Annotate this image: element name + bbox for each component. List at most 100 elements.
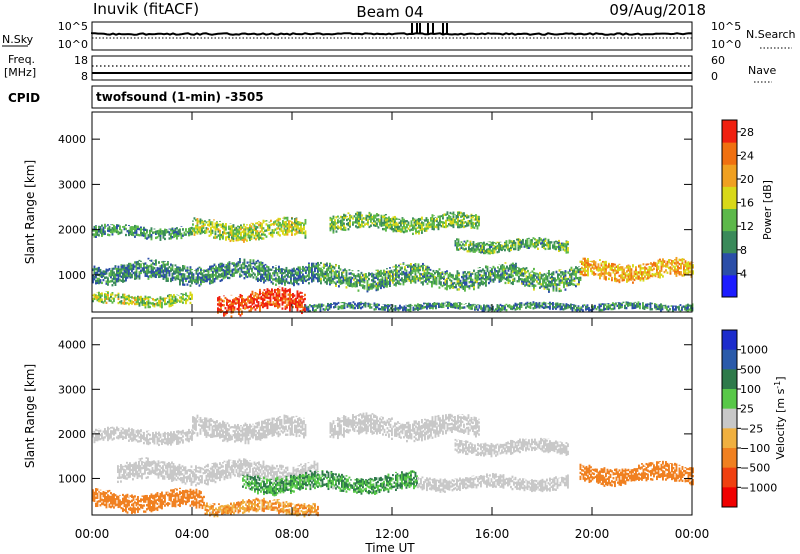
- power-cell: [168, 265, 171, 269]
- power-cell: [475, 307, 478, 311]
- power-cell: [593, 261, 595, 264]
- power-cell: [428, 280, 430, 283]
- power-cell: [524, 272, 526, 275]
- power-cell: [659, 259, 661, 263]
- power-cell: [201, 280, 204, 283]
- power-cell: [338, 278, 340, 282]
- power-cell: [287, 288, 290, 290]
- power-cell: [174, 234, 177, 238]
- power-cell: [534, 284, 537, 287]
- power-cell: [556, 241, 559, 243]
- power-cell: [299, 270, 301, 273]
- power-cell: [329, 218, 332, 222]
- power-cell: [269, 274, 271, 277]
- power-cell: [260, 263, 262, 266]
- power-cell: [425, 280, 427, 283]
- power-cell: [243, 270, 246, 274]
- power-cell: [335, 216, 338, 219]
- power-cell: [328, 307, 331, 310]
- power-cell: [680, 258, 682, 262]
- power-cell: [408, 277, 411, 280]
- power-cell: [196, 220, 199, 223]
- power-cell: [543, 242, 545, 245]
- power-cell: [630, 268, 633, 271]
- power-cell: [375, 276, 378, 280]
- power-cell: [150, 275, 153, 279]
- power-cell: [93, 265, 96, 269]
- power-cell: [356, 220, 359, 223]
- power-cell: [261, 269, 264, 273]
- power-cell: [216, 221, 218, 225]
- power-cell: [349, 214, 351, 216]
- power-cell: [468, 287, 471, 290]
- power-cell: [675, 262, 678, 265]
- power-cell: [198, 272, 201, 275]
- power-cell: [367, 219, 369, 222]
- power-cell: [298, 299, 300, 302]
- power-cell: [612, 265, 615, 268]
- power-cell: [320, 267, 322, 271]
- power-cell: [339, 306, 341, 309]
- power-cell: [345, 269, 348, 273]
- power-cell: [132, 271, 135, 275]
- power-cell: [257, 265, 259, 268]
- power-cell: [644, 267, 646, 270]
- power-cell: [504, 242, 506, 246]
- power-cell: [335, 222, 338, 225]
- power-cell: [299, 291, 302, 294]
- power-cell: [467, 222, 470, 225]
- power-cell: [98, 297, 100, 301]
- power-cell: [513, 247, 515, 251]
- power-cell: [240, 231, 242, 235]
- power-cell: [477, 242, 479, 245]
- power-cell: [261, 275, 264, 279]
- power-cell: [483, 282, 486, 285]
- power-cell: [395, 225, 398, 229]
- power-cell: [578, 282, 580, 286]
- power-cell: [630, 274, 633, 277]
- power-cell: [441, 303, 443, 307]
- power-cell: [155, 273, 157, 276]
- power-cell: [528, 280, 531, 283]
- power-cell: [464, 214, 467, 218]
- power-cell: [418, 217, 420, 221]
- power-cell: [226, 299, 228, 302]
- power-cell: [343, 213, 345, 215]
- power-cell: [481, 246, 484, 250]
- power-cell: [433, 221, 435, 225]
- power-cell: [315, 262, 318, 266]
- power-cell: [170, 267, 172, 270]
- power-cell: [285, 229, 287, 232]
- power-cell: [335, 272, 337, 275]
- power-cell: [551, 283, 553, 287]
- power-cell: [311, 280, 313, 283]
- power-cell: [599, 276, 601, 280]
- power-cell: [392, 273, 394, 276]
- power-cell: [309, 276, 312, 280]
- power-cell: [422, 281, 424, 284]
- power-cell: [602, 260, 604, 263]
- power-cell: [104, 295, 106, 299]
- power-cell: [281, 282, 283, 285]
- power-cell: [416, 220, 419, 223]
- power-cell: [435, 270, 438, 274]
- power-cell: [248, 270, 250, 273]
- power-cell: [221, 272, 223, 276]
- power-cell: [123, 302, 126, 305]
- power-cell: [291, 221, 293, 224]
- power-cell: [541, 241, 544, 244]
- power-cell: [335, 274, 337, 277]
- power-cell: [452, 286, 454, 289]
- power-cell: [630, 270, 633, 273]
- power-cell: [197, 267, 199, 270]
- power-cell: [247, 227, 250, 229]
- power-cell: [575, 284, 577, 288]
- power-cell: [149, 305, 151, 309]
- power-cell: [220, 302, 222, 305]
- power-cell: [126, 272, 129, 275]
- power-cell: [319, 309, 322, 312]
- power-cell: [474, 279, 477, 282]
- power-cell: [298, 221, 301, 224]
- power-cell: [114, 228, 117, 231]
